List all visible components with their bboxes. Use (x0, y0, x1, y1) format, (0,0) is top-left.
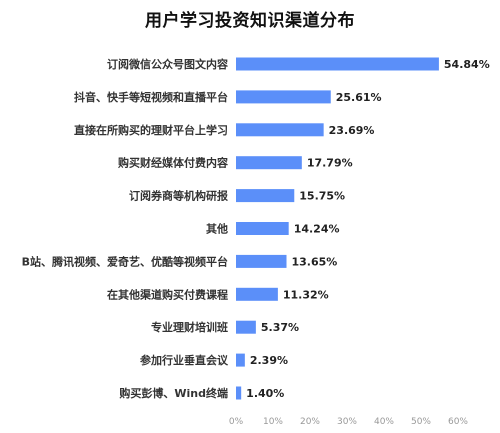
bar (236, 222, 289, 235)
x-tick-label: 10% (263, 417, 283, 427)
value-label: 13.65% (292, 255, 338, 268)
category-label: 订阅券商等机构研报 (129, 189, 229, 203)
x-tick-label: 40% (374, 417, 394, 427)
x-tick-label: 30% (337, 417, 357, 427)
bar (236, 156, 302, 170)
bar (236, 386, 242, 400)
x-tick-label: 20% (300, 417, 320, 427)
category-label: 抖音、快手等短视频和直播平台 (74, 90, 228, 104)
value-label: 2.39% (250, 354, 288, 367)
bar (236, 353, 245, 367)
value-label: 25.61% (336, 91, 382, 104)
category-label: 其他 (206, 222, 228, 236)
bar (236, 320, 256, 334)
bar (236, 254, 287, 268)
bar (236, 287, 278, 301)
value-label: 1.40% (246, 387, 284, 400)
bar (236, 189, 295, 203)
category-label: 直接在所购买的理财平台上学习 (74, 123, 228, 137)
chart-title: 用户学习投资知识渠道分布 (145, 11, 355, 31)
value-label: 11.32% (283, 288, 329, 301)
category-label: 在其他渠道购买付费课程 (107, 287, 228, 301)
value-label: 15.75% (299, 190, 345, 203)
bar (236, 90, 331, 104)
category-label: B站、腾讯视频、爱奇艺、优酷等视频平台 (22, 254, 228, 268)
category-label: 参加行业垂直会议 (140, 353, 229, 367)
value-label: 17.79% (307, 157, 353, 170)
bar (236, 123, 324, 137)
value-label: 5.37% (261, 321, 299, 334)
x-tick-label: 0% (229, 417, 244, 427)
value-label: 23.69% (329, 124, 375, 137)
category-label: 专业理财培训班 (151, 320, 228, 334)
x-tick-label: 60% (448, 417, 468, 427)
bar (236, 57, 439, 71)
x-tick-label: 50% (411, 417, 431, 427)
category-label: 购买财经媒体付费内容 (118, 156, 228, 170)
category-label: 购买彭博、Wind终端 (119, 386, 228, 400)
category-label: 订阅微信公众号图文内容 (107, 57, 228, 71)
value-label: 14.24% (294, 223, 340, 236)
value-label: 54.84% (444, 58, 490, 71)
